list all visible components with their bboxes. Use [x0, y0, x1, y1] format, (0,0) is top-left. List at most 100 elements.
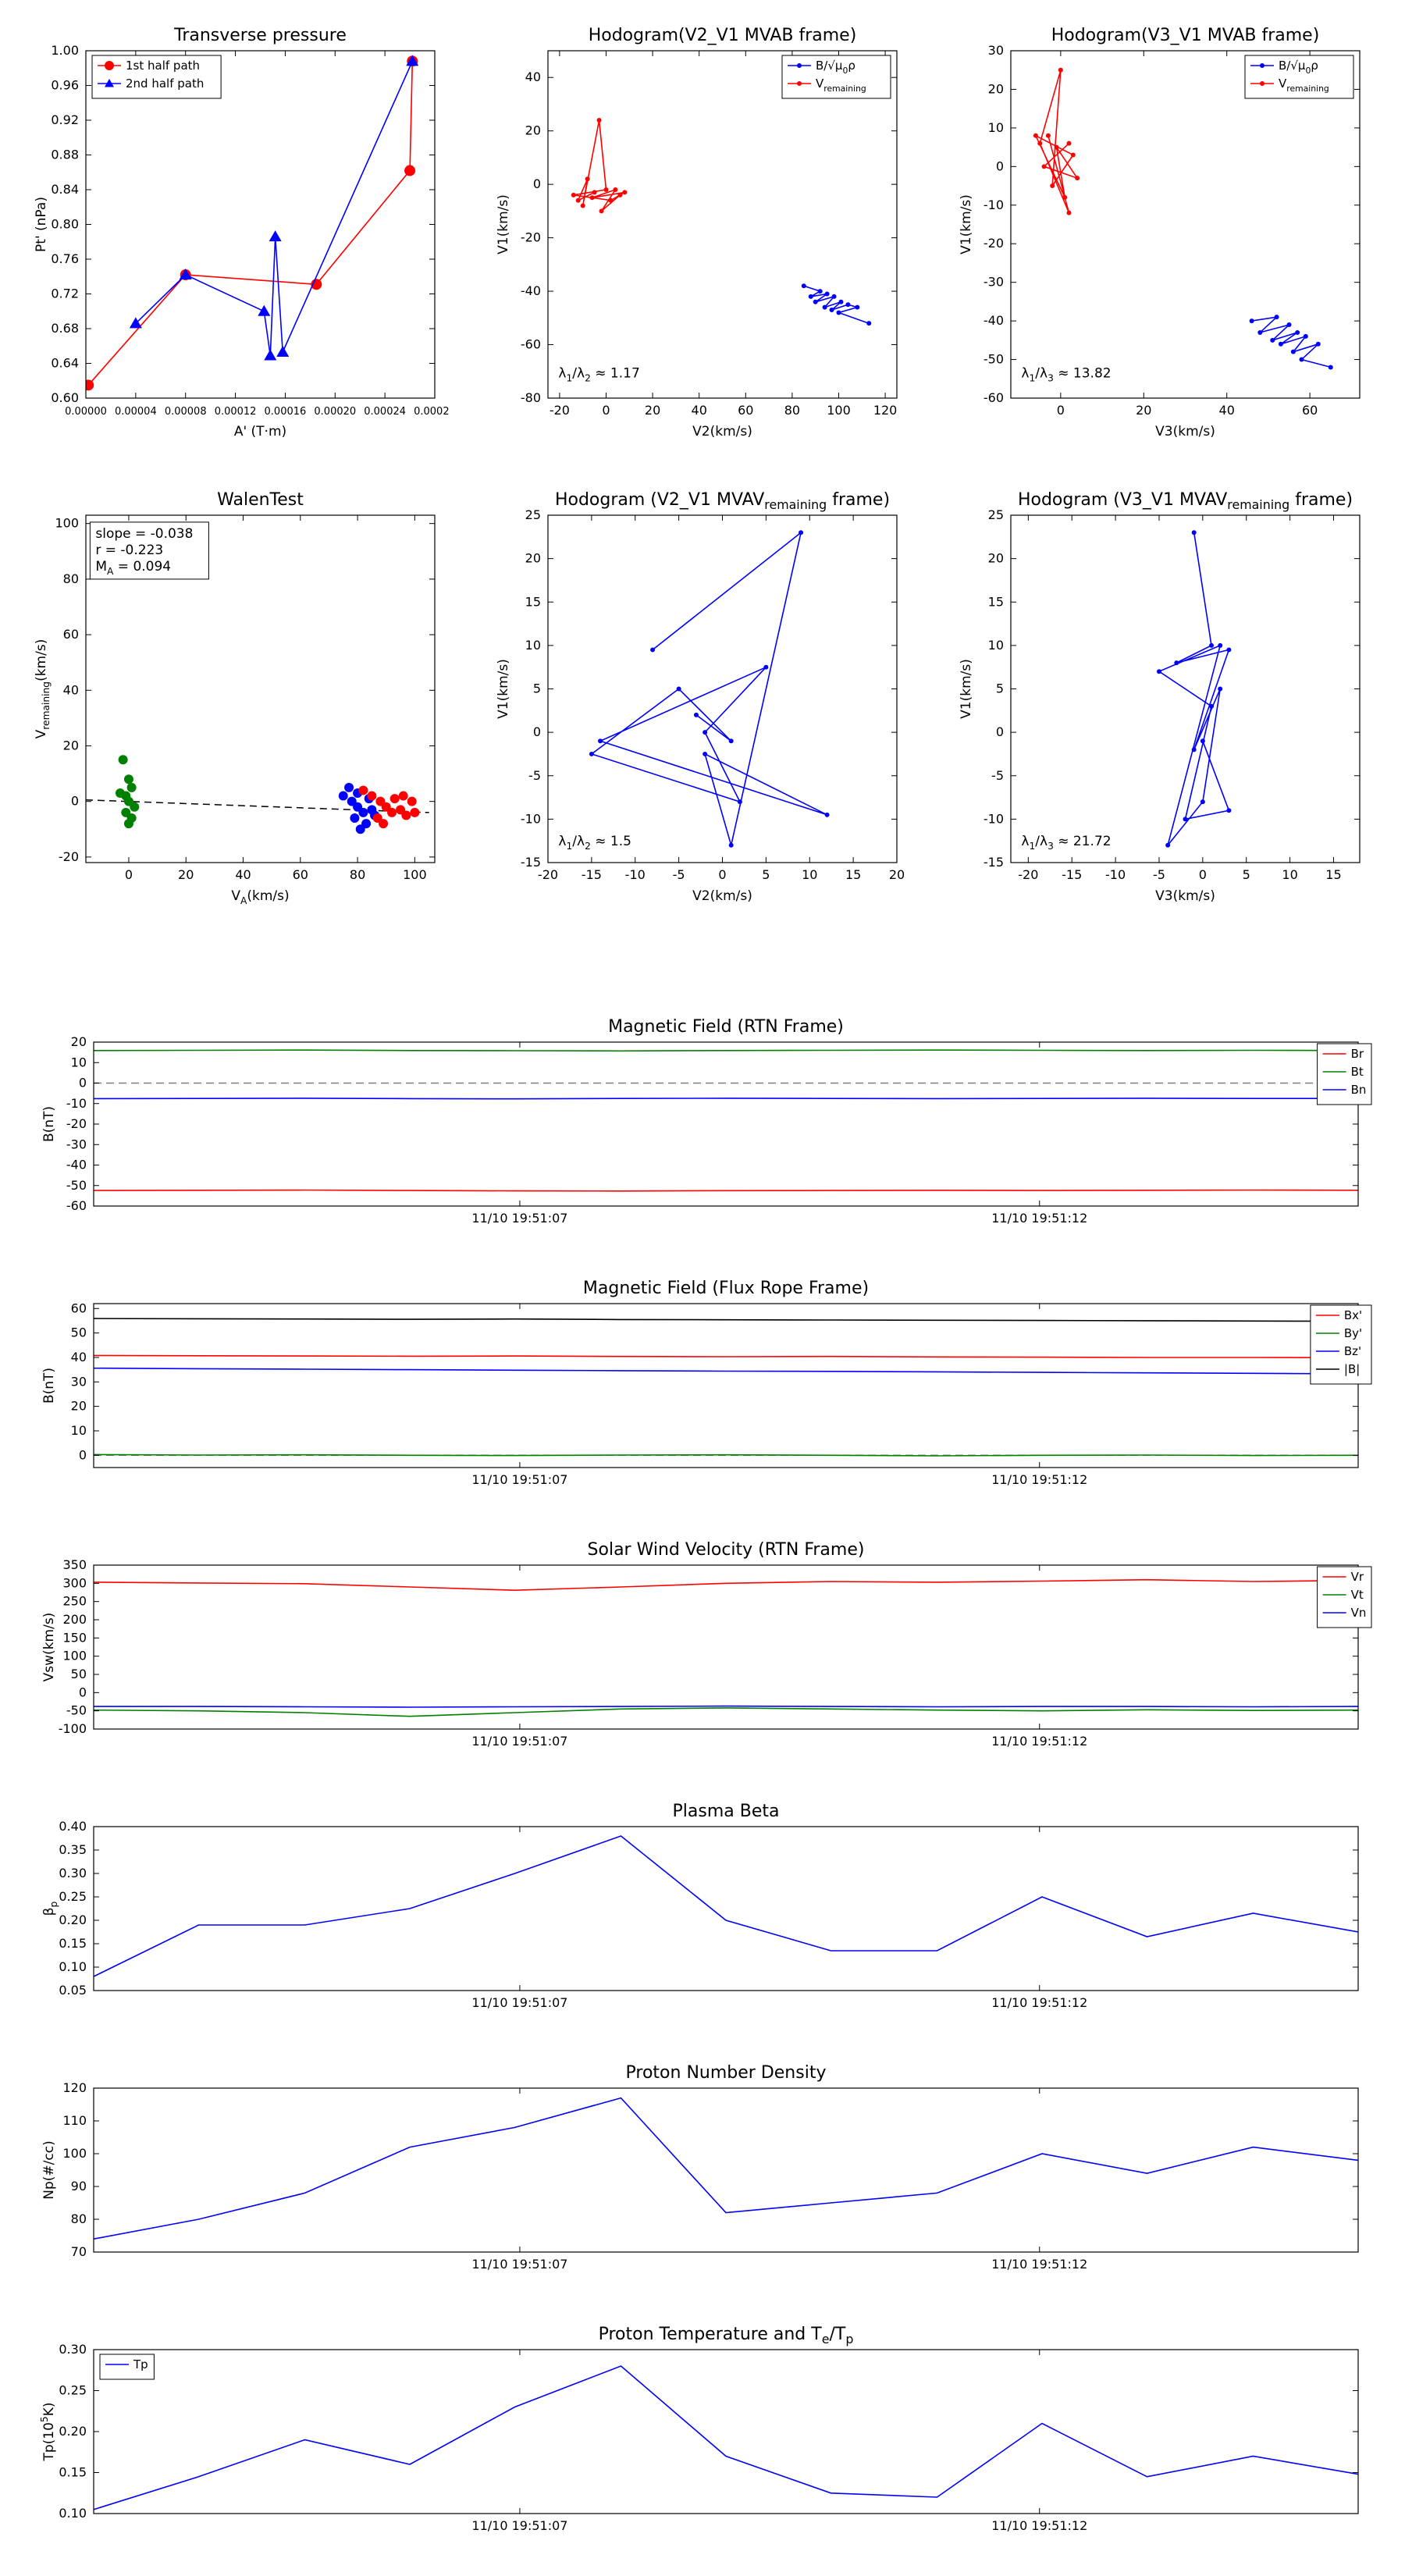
svg-text:Vremaining: Vremaining: [816, 76, 866, 94]
svg-text:0: 0: [1057, 403, 1065, 418]
svg-text:20: 20: [71, 1034, 87, 1049]
svg-text:5: 5: [533, 681, 541, 696]
svg-text:0.96: 0.96: [51, 78, 79, 93]
svg-text:Pt' (nPa): Pt' (nPa): [34, 197, 49, 252]
svg-text:Np(#/cc): Np(#/cc): [41, 2140, 57, 2199]
svg-text:-60: -60: [984, 390, 1004, 405]
svg-text:10: 10: [71, 1423, 87, 1438]
svg-text:0.68: 0.68: [51, 321, 79, 336]
svg-text:10: 10: [525, 638, 541, 653]
svg-text:0.40: 0.40: [59, 1819, 87, 1834]
chart-hodogram-v3v1-mvab: 0 20 40 60 -60 -50 -40 -30 -20 -10 0 10 20 30 Hodogram…: [948, 16, 1374, 449]
svg-text:V1(km/s): V1(km/s): [959, 659, 974, 719]
svg-text:0.05: 0.05: [59, 1983, 87, 1998]
svg-text:B/√μ0ρ: B/√μ0ρ: [816, 59, 855, 76]
svg-text:20: 20: [71, 1399, 87, 1414]
svg-text:10: 10: [988, 120, 1004, 135]
svg-text:40: 40: [692, 403, 707, 418]
svg-text:B(nT): B(nT): [41, 1368, 57, 1404]
svg-text:0.10: 0.10: [59, 2506, 87, 2521]
svg-text:0.00024: 0.00024: [364, 406, 406, 418]
svg-text:20: 20: [1136, 403, 1151, 418]
svg-text:11/10 19:51:07: 11/10 19:51:07: [471, 1734, 567, 1749]
svg-text:0.15: 0.15: [59, 1936, 87, 1951]
svg-text:30: 30: [988, 43, 1004, 58]
svg-text:V1(km/s): V1(km/s): [496, 194, 511, 254]
svg-text:40: 40: [1219, 403, 1235, 418]
svg-text:Br: Br: [1351, 1047, 1364, 1061]
svg-vsw-rtn: 11/10 19:51:07 11/10 19:51:12 -100 -50 0 50 10…: [41, 1540, 1372, 1749]
svg-text:40: 40: [235, 867, 251, 882]
svg-proton-density: 11/10 19:51:07 11/10 19:51:12 70 80 90 100 110…: [41, 2063, 1359, 2272]
svg-text:Vsw(km/s): Vsw(km/s): [41, 1613, 57, 1682]
svg-text:0.80: 0.80: [51, 217, 79, 232]
svg-text:60: 60: [1302, 403, 1318, 418]
svg-text:0.00008: 0.00008: [165, 406, 207, 418]
svg-text:0: 0: [79, 1076, 87, 1091]
svg-text:5: 5: [996, 681, 1004, 696]
svg-text:-15: -15: [582, 867, 602, 882]
svg-text:Vn: Vn: [1351, 1606, 1367, 1620]
chart-proton-temp: 11/10 19:51:07 11/10 19:51:12 0.10 0.15 0.20…: [31, 2314, 1374, 2549]
svg-text:Vt: Vt: [1351, 1588, 1364, 1602]
svg-text:-10: -10: [66, 1096, 87, 1111]
svg-text:5: 5: [762, 867, 770, 882]
svg-text:-60: -60: [521, 337, 541, 352]
chart-hodogram-v2v1-mvav: -20 -15 -10 -5 0 5 10 15 20 -15 -10 -5 0 5 10 15 20 25 Hod…: [486, 480, 911, 913]
svg-text:120: 120: [873, 403, 898, 418]
svg-text:Hodogram(V2_V1 MVAB frame): Hodogram(V2_V1 MVAB frame): [589, 26, 857, 45]
svg-text:80: 80: [350, 867, 365, 882]
svg-hodogram-v3v1-mvav: -20 -15 -10 -5 0 5 10 15 -15 -10 -5 0 5 10 15 20 25 Hodog…: [959, 490, 1361, 904]
svg-text:0: 0: [79, 1685, 87, 1699]
svg-text:-20: -20: [550, 403, 570, 418]
svg-transverse-pressure: 0.00000 0.00004 0.00008 0.00012 0.00016 0.000…: [34, 26, 449, 439]
chart-hodogram-v2v1-mvab: -20 0 20 40 60 80 100 120 -80 -60 -40 -20 0 20 40 Hodog…: [486, 16, 911, 449]
svg-text:0.00012: 0.00012: [215, 406, 257, 418]
svg-text:Magnetic Field (RTN Frame): Magnetic Field (RTN Frame): [608, 1017, 844, 1037]
svg-text:150: 150: [62, 1630, 87, 1645]
svg-text:0.84: 0.84: [51, 182, 79, 197]
svg-text:5: 5: [1243, 867, 1250, 882]
svg-text:λ1/λ3 ≈ 13.82: λ1/λ3 ≈ 13.82: [1021, 365, 1111, 383]
svg-text:120: 120: [62, 2080, 87, 2095]
svg-text:11/10 19:51:12: 11/10 19:51:12: [991, 2257, 1087, 2272]
svg-text:11/10 19:51:12: 11/10 19:51:12: [991, 1472, 1087, 1487]
svg-text:11/10 19:51:07: 11/10 19:51:07: [471, 1995, 567, 2010]
svg-text:V2(km/s): V2(km/s): [692, 888, 752, 904]
svg-text:-5: -5: [991, 768, 1004, 783]
svg-text:80: 80: [71, 2211, 87, 2226]
svg-text:V3(km/s): V3(km/s): [1155, 424, 1215, 439]
svg-text:V3(km/s): V3(km/s): [1155, 888, 1215, 904]
svg-hodogram-v2v1-mvab: -20 0 20 40 60 80 100 120 -80 -60 -40 -20 0 20 40 Hodog…: [496, 26, 898, 439]
svg-text:Bn: Bn: [1351, 1083, 1367, 1097]
svg-text:60: 60: [738, 403, 753, 418]
svg-text:10: 10: [802, 867, 817, 882]
svg-text:0.00028: 0.00028: [414, 406, 449, 418]
chart-proton-density: 11/10 19:51:07 11/10 19:51:12 70 80 90 100 110…: [31, 2053, 1374, 2287]
svg-text:0: 0: [125, 867, 133, 882]
svg-text:Tp(105K): Tp(105K): [39, 2402, 57, 2461]
svg-text:70: 70: [71, 2244, 87, 2259]
svg-text:0: 0: [533, 176, 541, 191]
svg-text:V2(km/s): V2(km/s): [692, 424, 752, 439]
svg-text:r = -0.223: r = -0.223: [95, 543, 163, 558]
svg-text:Proton Temperature and Te/Tp: Proton Temperature and Te/Tp: [599, 2325, 854, 2347]
svg-text:20: 20: [178, 867, 194, 882]
svg-text:0.88: 0.88: [51, 148, 79, 162]
svg-text:30: 30: [71, 1374, 87, 1389]
svg-text:Plasma Beta: Plasma Beta: [673, 1802, 780, 1821]
svg-text:90: 90: [71, 2179, 87, 2194]
svg-text:Bx': Bx': [1344, 1308, 1362, 1322]
svg-text:0: 0: [71, 794, 79, 809]
svg-text:15: 15: [1325, 867, 1341, 882]
svg-text:0: 0: [533, 724, 541, 739]
svg-text:50: 50: [71, 1325, 87, 1340]
svg-text:B(nT): B(nT): [41, 1106, 57, 1142]
svg-text:-5: -5: [673, 867, 685, 882]
svg-text:40: 40: [63, 682, 79, 697]
svg-hodogram-v2v1-mvav: -20 -15 -10 -5 0 5 10 15 20-15-10-50510152025Hod…: [496, 490, 905, 904]
svg-hodogram-v3v1-mvab: 0 20 40 60 -60 -50 -40 -30 -20 -10 0 10 20 30 Hodogram…: [959, 26, 1361, 439]
chart-hodogram-v3v1-mvav: -20 -15 -10 -5 0 5 10 15 -15 -10 -5 0 5 10 15 20 25 Hodog…: [948, 480, 1374, 913]
svg-text:0: 0: [602, 403, 610, 418]
svg-text:Bt: Bt: [1351, 1065, 1364, 1079]
